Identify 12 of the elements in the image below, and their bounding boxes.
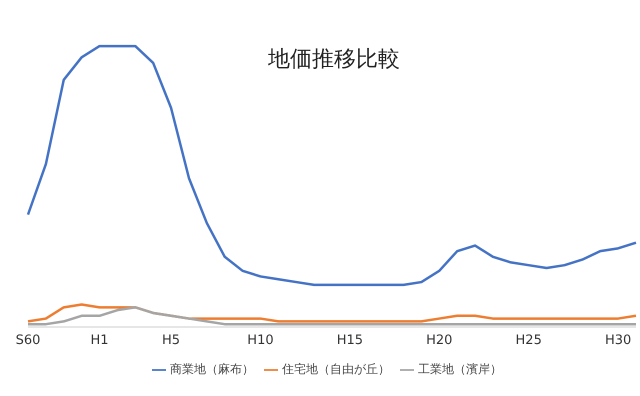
x-tick-label: S60 <box>16 333 40 348</box>
chart-title: 地価推移比較 <box>268 46 400 74</box>
x-tick-label: H15 <box>336 333 364 348</box>
x-tick-label: H30 <box>604 333 632 348</box>
x-tick-label: H5 <box>162 333 180 348</box>
legend-label: 商業地（麻布） <box>170 362 254 376</box>
legend-label: 工業地（濱岸） <box>418 362 502 376</box>
x-tick-label: H25 <box>516 333 542 348</box>
x-tick-label: H10 <box>247 333 274 348</box>
x-tick-label: H1 <box>90 333 109 348</box>
legend-label: 住宅地（自由が丘） <box>282 362 390 376</box>
x-tick-label: H20 <box>426 333 452 348</box>
